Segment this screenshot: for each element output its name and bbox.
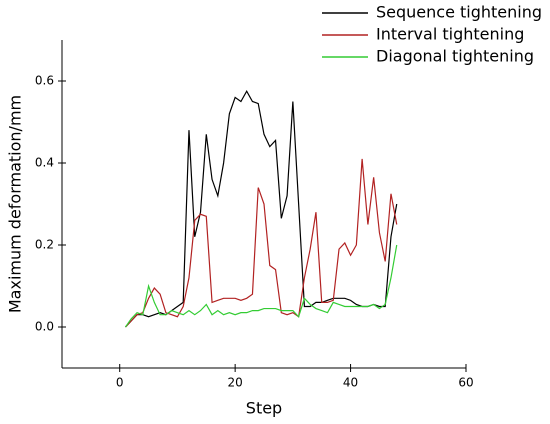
line — [125, 90, 398, 328]
legend-label: Sequence tightening — [376, 3, 542, 22]
x-tick-label: 60 — [458, 376, 473, 390]
y-tick-label: 0.6 — [35, 74, 54, 88]
y-tick-label: 0.4 — [35, 156, 54, 170]
x-tick-label: 20 — [228, 376, 243, 390]
x-tick-label: 0 — [116, 376, 124, 390]
legend-label: Diagonal tightening — [376, 47, 534, 66]
line — [124, 244, 398, 328]
y-axis-label: Maximum deformation/mm — [6, 95, 25, 313]
x-axis-label: Step — [246, 399, 282, 418]
y-tick-label: 0.2 — [35, 238, 54, 252]
legend-label: Interval tightening — [376, 25, 524, 44]
line — [125, 158, 398, 328]
y-tick-label: 0.0 — [35, 320, 54, 334]
x-tick-label: 40 — [343, 376, 358, 390]
